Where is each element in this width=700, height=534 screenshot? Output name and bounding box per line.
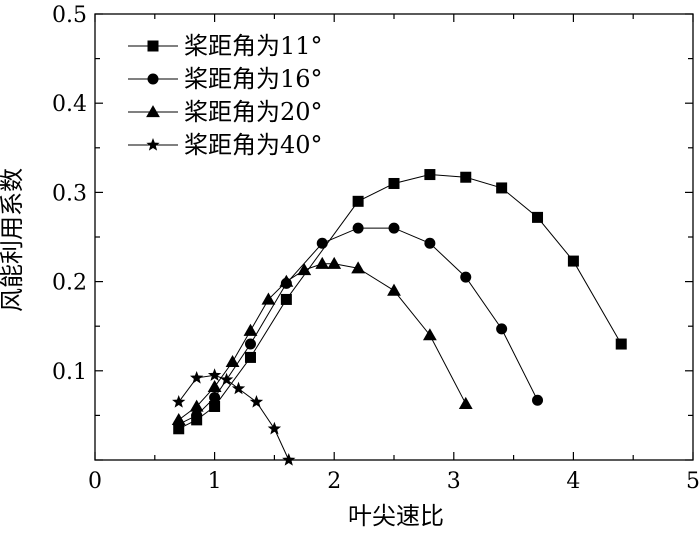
star-marker — [190, 370, 204, 384]
circle-marker — [496, 323, 508, 335]
x-axis-ticks: 0 1 2 3 4 5 — [88, 14, 700, 494]
triangle-marker — [387, 283, 401, 296]
triangle-marker — [458, 396, 473, 409]
y-tick-label: 0.2 — [52, 271, 87, 296]
series-2 — [173, 222, 544, 430]
series-1 — [173, 169, 627, 435]
series-layer — [171, 169, 627, 466]
star-marker — [231, 381, 246, 395]
square-marker — [209, 400, 221, 412]
circle-marker — [147, 73, 159, 85]
triangle-marker — [422, 328, 437, 341]
circle-marker — [532, 394, 544, 406]
square-marker — [147, 40, 159, 52]
series-4 — [172, 368, 296, 466]
circle-marker — [352, 222, 364, 234]
circle-marker — [460, 271, 472, 283]
square-marker — [280, 293, 292, 305]
circle-marker — [209, 392, 221, 404]
y-tick-label: 0.4 — [52, 92, 87, 117]
legend-label: 桨距角为16° — [184, 65, 323, 93]
triangle-marker — [327, 256, 342, 269]
square-marker — [532, 211, 544, 223]
triangle-marker — [189, 399, 204, 412]
square-marker — [496, 182, 508, 194]
y-axis-label: 风能利用系数 — [0, 168, 26, 312]
y-axis-ticks: 0.1 0.2 0.3 0.4 0.5 — [52, 3, 693, 461]
star-marker — [146, 138, 160, 151]
square-marker — [244, 351, 256, 363]
triangle-marker — [315, 256, 330, 269]
y-tick-label: 0.5 — [52, 3, 87, 28]
series-line — [178, 227, 538, 425]
series-line — [178, 263, 467, 421]
series-3 — [171, 256, 473, 426]
legend-item: 桨距角为16° — [128, 65, 323, 93]
legend-item: 桨距角为11° — [128, 32, 323, 60]
x-tick-label: 3 — [447, 469, 461, 494]
triangle-marker — [146, 105, 160, 118]
star-marker — [267, 421, 282, 435]
x-tick-label: 5 — [686, 469, 700, 494]
x-tick-label: 2 — [327, 469, 341, 494]
star-marker — [172, 395, 186, 408]
legend-item: 桨距角为40° — [128, 131, 323, 159]
star-marker — [282, 453, 296, 466]
circle-marker — [388, 222, 400, 234]
triangle-marker — [351, 261, 366, 274]
y-tick-label: 0.3 — [52, 181, 87, 206]
circle-marker — [316, 237, 328, 249]
circle-marker — [191, 409, 203, 421]
triangle-marker — [261, 292, 276, 305]
square-marker — [567, 255, 579, 267]
triangle-marker — [225, 354, 240, 368]
triangle-marker — [243, 323, 258, 336]
star-marker — [219, 372, 234, 386]
square-marker — [352, 195, 364, 207]
x-axis-label: 叶尖速比 — [348, 502, 444, 530]
circle-marker — [244, 338, 256, 350]
legend: 桨距角为11° 桨距角为16° 桨距角为20° 桨距角为40° — [128, 32, 323, 159]
legend-item: 桨距角为20° — [128, 98, 323, 126]
triangle-marker — [279, 274, 294, 287]
legend-label: 桨距角为40° — [184, 131, 323, 159]
x-tick-label: 0 — [88, 469, 102, 494]
square-marker — [615, 338, 627, 350]
triangle-marker — [297, 263, 312, 276]
triangle-marker — [207, 379, 222, 393]
series-line — [178, 174, 622, 430]
legend-label: 桨距角为20° — [184, 98, 323, 126]
star-marker — [249, 395, 264, 408]
square-marker — [388, 177, 400, 189]
square-marker — [460, 171, 472, 183]
triangle-marker — [171, 412, 186, 426]
star-marker — [207, 368, 222, 381]
y-tick-label: 0.1 — [52, 360, 87, 385]
circle-marker — [424, 237, 436, 249]
legend-label: 桨距角为11° — [184, 32, 323, 60]
x-tick-label: 1 — [208, 469, 222, 494]
square-marker — [424, 169, 436, 181]
x-tick-label: 4 — [566, 469, 580, 494]
